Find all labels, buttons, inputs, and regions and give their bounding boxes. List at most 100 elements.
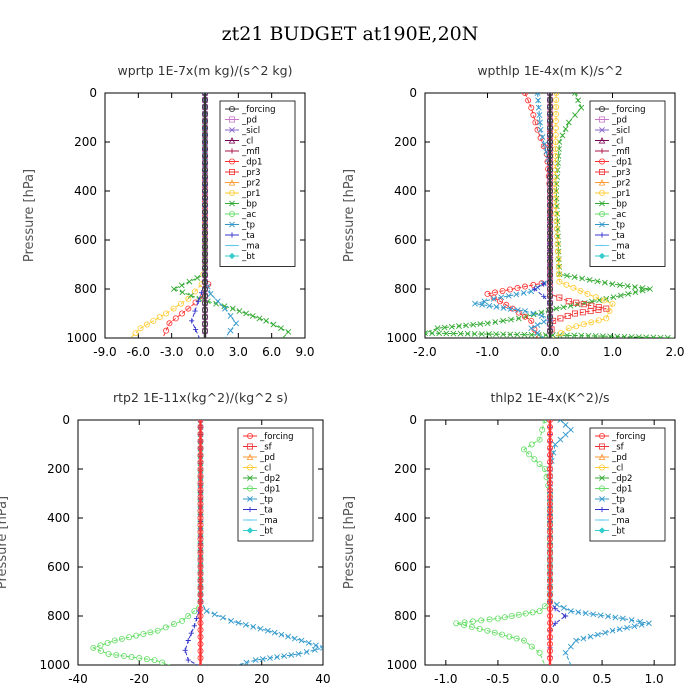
legend-marker (246, 464, 253, 471)
series-point_forcing (201, 97, 208, 104)
series-point_forcing (547, 111, 554, 118)
series-point_forcing (197, 451, 204, 458)
series-point_dp1 (490, 294, 497, 301)
legend-marker (229, 148, 235, 154)
series-point_forcing (547, 327, 554, 334)
legend-marker (599, 464, 606, 471)
series-point_bp (628, 333, 635, 338)
series-point_tp (537, 126, 544, 133)
series-point_forcing (547, 194, 554, 201)
series-point_forcing (547, 236, 554, 243)
series-point_ta (552, 620, 558, 626)
series-point_forcing (547, 472, 554, 479)
series-point_bp (464, 330, 471, 337)
series-point_tp (233, 320, 240, 327)
series-point_tp (250, 623, 257, 630)
legend-marker (228, 116, 235, 123)
series-point_pr1 (185, 295, 192, 302)
series-point_dp1 (515, 309, 522, 316)
legend-marker (599, 475, 605, 481)
legend-label: _bp (611, 200, 627, 210)
series-line_dp1 (91, 420, 201, 665)
series-point_forcing (547, 458, 554, 465)
series-point_forcing (547, 486, 554, 493)
series-point_forcing (197, 613, 204, 620)
series-point_ta (192, 326, 199, 333)
series-point_forcing (547, 320, 554, 327)
legend-label: _pr3 (241, 168, 261, 178)
series-point_tp (291, 635, 298, 642)
series-point_forcing (201, 131, 208, 138)
series-point_forcing (201, 243, 208, 250)
series-point_tp (271, 629, 278, 636)
series-point_dp1 (515, 611, 522, 618)
series-point_pr3 (565, 298, 572, 305)
series-point_tp (295, 651, 302, 657)
y-axis-label: Pressure [hPa] (0, 496, 10, 589)
series-point_forcing (547, 264, 554, 271)
legend-label: _bt (241, 252, 256, 262)
series-point_ta (188, 630, 194, 636)
series-point_dp1 (508, 613, 515, 620)
series-point_forcing (197, 472, 204, 479)
series-point_forcing (547, 271, 554, 278)
series-point_bp (624, 283, 631, 289)
series-point_tp (624, 624, 631, 631)
series-line_dp1 (456, 420, 551, 665)
series-point_bp (599, 333, 606, 338)
series-point_forcing (547, 444, 554, 451)
series-point_forcing (547, 93, 553, 96)
legend-label: _tp (241, 221, 255, 231)
series-point_pr1 (595, 317, 602, 324)
series-point_pr1 (563, 281, 570, 288)
series-point_dp1 (536, 436, 543, 443)
series-point_pr1 (156, 314, 163, 321)
series-point_bp (484, 320, 491, 327)
series-point_tp (266, 655, 273, 661)
series-point_tp (228, 617, 235, 624)
series-point_ta (541, 293, 547, 299)
x-tick-label: 1.0 (645, 672, 664, 686)
series-point_bp (236, 308, 243, 314)
series-point_forcing (201, 173, 208, 180)
series-point_ta (563, 613, 569, 619)
series-point_forcing (547, 229, 554, 236)
legend-marker (599, 496, 605, 502)
series-point_forcing (201, 278, 208, 285)
series-point_tp (500, 304, 507, 311)
series-point_forcing (547, 423, 554, 430)
series-point_dp1 (520, 446, 527, 453)
series-point_forcing (547, 578, 554, 585)
series-point_pr3 (580, 301, 587, 308)
series-point_bp (188, 292, 194, 299)
legend-marker (599, 210, 606, 217)
y-tick-label: 1000 (386, 658, 417, 672)
legend-marker (228, 137, 236, 144)
series-point_forcing (201, 145, 208, 152)
series-point_tp (597, 612, 604, 619)
series-point_bp (554, 218, 561, 225)
legend-marker (229, 221, 235, 228)
series-point_dp1 (484, 290, 491, 297)
series-point_bp (554, 225, 561, 232)
series-point_bp (456, 323, 462, 330)
series-point_dp1 (461, 619, 468, 626)
legend-marker (599, 506, 605, 513)
series-point_tp (490, 295, 497, 302)
series-line_pr1 (130, 93, 206, 338)
series-point_forcing (547, 131, 554, 138)
legend-label: _ac (611, 210, 626, 220)
series-point_tp (535, 104, 542, 111)
series-point_dp1 (539, 426, 546, 433)
series-point_forcing (197, 479, 204, 486)
series-point_tp (557, 420, 564, 423)
series-point_dp1 (541, 603, 548, 610)
series-point_bp (647, 286, 653, 292)
series-point_forcing (201, 138, 208, 145)
legend-label: _ta (611, 231, 625, 241)
legend-marker (599, 485, 606, 492)
series-point_forcing (547, 187, 554, 194)
series-point_bp (607, 333, 614, 338)
series-point_forcing (201, 111, 208, 118)
series-point_dp1 (522, 313, 529, 320)
